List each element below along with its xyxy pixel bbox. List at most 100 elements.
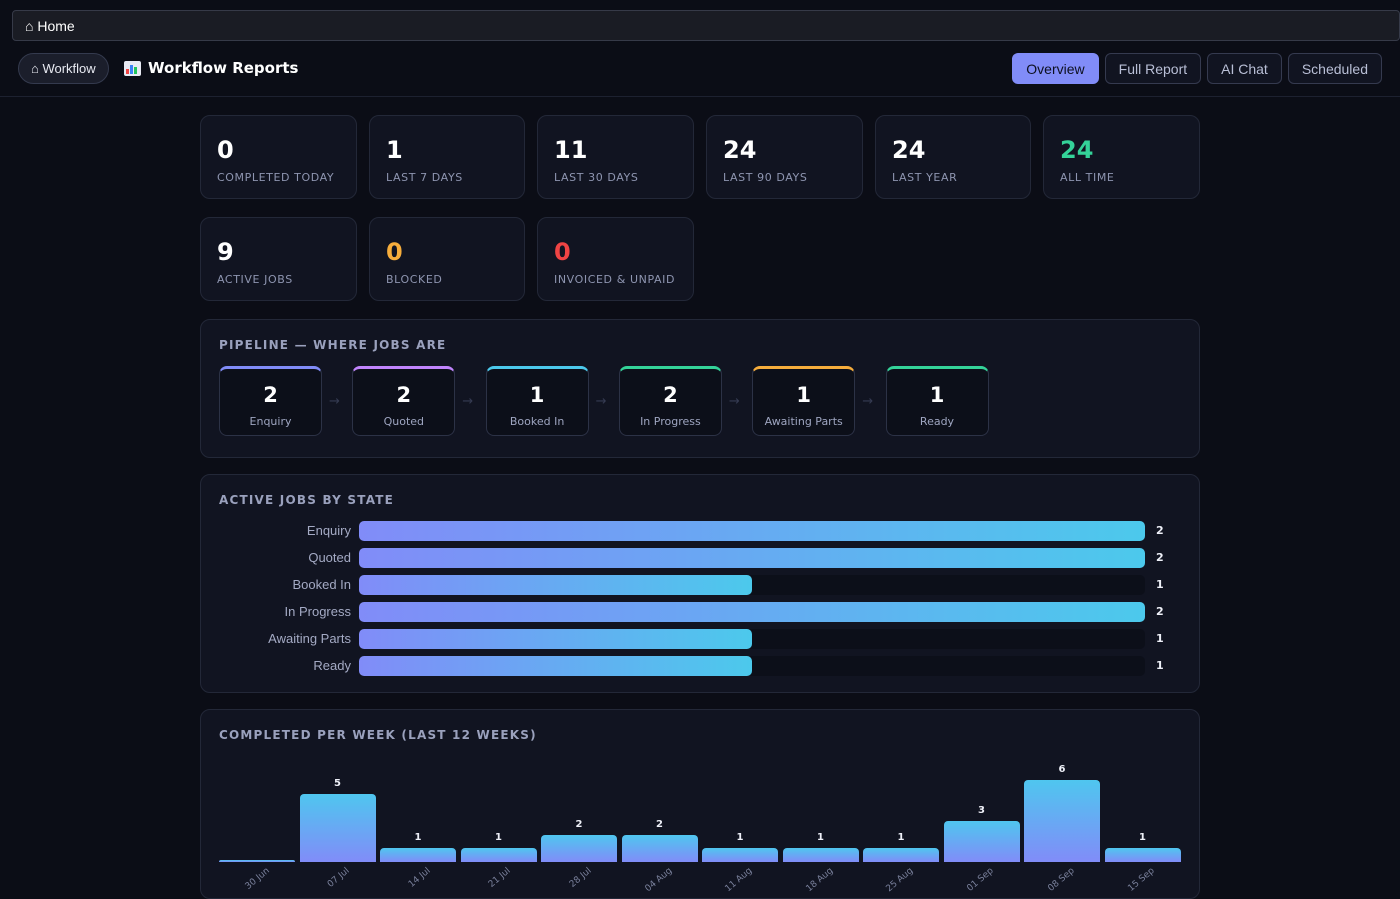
week-bar (299, 793, 376, 862)
stage-count: 1 (796, 383, 811, 407)
stat-value: 1 (386, 136, 403, 164)
stat-label: LAST 7 DAYS (386, 171, 463, 184)
stage-label: Booked In (509, 415, 565, 428)
bar-chart-icon (124, 60, 141, 76)
week-bar-value: 5 (334, 777, 341, 789)
stage-count: 1 (529, 383, 545, 407)
pipeline-stage: 1 Booked In (485, 366, 589, 436)
stat-value: 11 (554, 136, 588, 164)
bar (359, 656, 752, 676)
section-title: PIPELINE — WHERE JOBS ARE (219, 338, 447, 352)
week-bar (460, 848, 537, 862)
weekly-bar-chart: 30 Jun 5 07 Jul 1 14 Jul 1 21 Jul 2 28 Jul 2 04 Au… (219, 764, 1183, 894)
section-title: COMPLETED PER WEEK (LAST 12 WEEKS) (219, 728, 537, 742)
stat-last-year: 24 LAST YEAR (875, 115, 1031, 199)
stat-label: ACTIVE JOBS (217, 273, 293, 286)
week-bar (1024, 780, 1100, 862)
week-tick-label: 04 Aug (643, 866, 674, 895)
stat-invoiced-unpaid: 0 INVOICED & UNPAID (537, 217, 694, 301)
state-bar-row: Awaiting Parts 1 (201, 629, 1201, 649)
week-bar-value: 2 (656, 818, 663, 830)
week-bar (380, 848, 456, 862)
tab-ai-chat[interactable]: AI Chat (1207, 53, 1282, 84)
stat-value: 0 (217, 136, 234, 164)
stat-value: 24 (723, 136, 757, 164)
section-title: ACTIVE JOBS BY STATE (219, 493, 395, 507)
week-bar-value: 1 (736, 832, 744, 844)
back-to-workflow-button[interactable]: ⌂ Workflow (18, 53, 109, 84)
bar-label: Ready (313, 658, 351, 673)
state-bar-row: Booked In 1 (201, 575, 1201, 595)
week-bar-value: 6 (1058, 764, 1066, 775)
state-bar-row: Quoted 2 (201, 548, 1201, 568)
stat-label: INVOICED & UNPAID (554, 273, 676, 286)
stage-count: 2 (663, 383, 678, 407)
stat-completed-today: 0 COMPLETED TODAY (200, 115, 357, 199)
week-tick-label: 14 Jul (406, 866, 433, 890)
week-bar (219, 860, 295, 862)
week-tick-label: 11 Aug (723, 866, 755, 895)
stat-blocked: 0 BLOCKED (369, 217, 525, 301)
week-bar (782, 848, 859, 862)
bar-label: Enquiry (306, 523, 351, 538)
stat-active-jobs: 9 ACTIVE JOBS (200, 217, 357, 301)
bar (359, 548, 1145, 568)
pipeline-stage: 2 Enquiry (219, 366, 322, 436)
pipeline-arrow: → (329, 394, 340, 409)
stage-count: 1 (929, 383, 945, 407)
week-bar-value: 1 (414, 832, 422, 844)
bar (359, 602, 1145, 622)
bar-value: 2 (1156, 551, 1164, 564)
stat-label: BLOCKED (386, 273, 443, 286)
tab-scheduled[interactable]: Scheduled (1287, 53, 1382, 84)
bar-label: Awaiting Parts (268, 631, 351, 646)
week-tick-label: 21 Jul (487, 866, 513, 890)
bar-value: 1 (1156, 578, 1164, 591)
week-bar (863, 848, 939, 862)
pipeline-stage: 2 Quoted (352, 366, 456, 436)
bar (359, 521, 1145, 541)
page-header: ⌂ Workflow Workflow Reports Overview Ful… (0, 41, 1400, 97)
week-bar-value: 1 (495, 832, 502, 844)
tab-overview[interactable]: Overview (1012, 53, 1099, 84)
bar-value: 2 (1156, 524, 1164, 537)
stat-value: 0 (554, 238, 571, 266)
completed-per-week-panel: COMPLETED PER WEEK (LAST 12 WEEKS) 30 Ju… (200, 709, 1200, 899)
state-bar-row: Ready 1 (201, 656, 1201, 676)
week-tick-label: 25 Aug (884, 866, 916, 895)
stat-all-time: 24 ALL TIME (1043, 115, 1200, 199)
pipeline-panel: PIPELINE — WHERE JOBS ARE 2 Enquiry → 2 Quot… (200, 319, 1200, 458)
week-bar-value: 2 (575, 818, 583, 830)
stat-last-30-days: 11 LAST 30 DAYS (537, 115, 694, 199)
week-tick-label: 30 Jun (243, 866, 272, 892)
week-tick-label: 18 Aug (804, 866, 835, 895)
week-bar (702, 848, 778, 862)
stage-label: Quoted (383, 415, 425, 428)
bar-label: In Progress (284, 604, 351, 619)
week-bar (541, 834, 617, 862)
stat-value: 24 (892, 136, 926, 164)
home-link[interactable]: ⌂ Home (25, 17, 75, 34)
address-bar[interactable]: ⌂ Home (12, 10, 1400, 41)
bar-track (359, 629, 1145, 649)
stat-label: LAST 30 DAYS (554, 171, 639, 184)
stat-value: 0 (386, 238, 403, 266)
stage-count: 2 (396, 383, 412, 407)
pipeline-arrow: → (462, 394, 474, 409)
stat-last-90-days: 24 LAST 90 DAYS (706, 115, 863, 199)
stat-last-7-days: 1 LAST 7 DAYS (369, 115, 525, 199)
week-bar-value: 1 (1139, 832, 1146, 844)
stat-label: ALL TIME (1060, 171, 1115, 184)
week-bar (943, 821, 1020, 862)
week-bar-value: 3 (978, 805, 985, 816)
pipeline-stage: 2 In Progress (618, 366, 722, 436)
bar-track (359, 521, 1145, 541)
stage-label: Enquiry (249, 415, 292, 428)
state-bar-row: In Progress 2 (201, 602, 1201, 622)
week-bar (621, 834, 698, 862)
tab-full-report[interactable]: Full Report (1104, 53, 1202, 84)
bar-track (359, 602, 1145, 622)
bar-track (359, 575, 1145, 595)
bar-track (359, 656, 1145, 676)
bar-value: 1 (1156, 659, 1164, 672)
